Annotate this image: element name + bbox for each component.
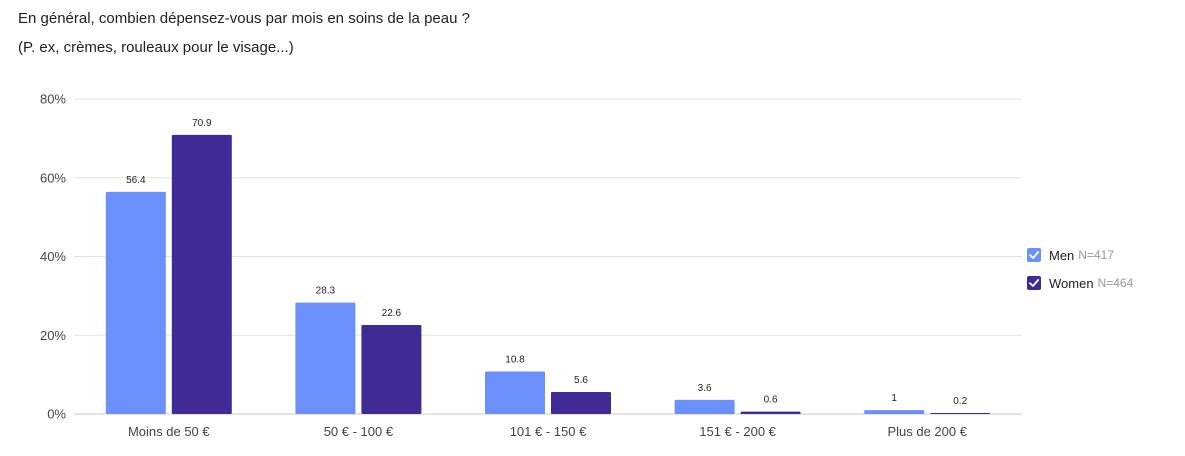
legend-count: N=417 [1078,248,1114,262]
y-tick-label: 40% [40,249,66,264]
x-tick-label: 101 € - 150 € [510,424,587,439]
x-tick-label: Moins de 50 € [128,424,210,439]
chart-title: En général, combien dépensez-vous par mo… [18,10,470,27]
chart-subtitle: (P. ex, crèmes, rouleaux pour le visage.… [18,39,294,56]
bar [485,371,545,414]
check-icon[interactable] [1027,276,1041,290]
bar [295,302,356,414]
bar [930,413,991,414]
legend-count: N=464 [1097,276,1134,290]
x-tick-label: Plus de 200 € [887,424,967,439]
y-tick-label: 80% [40,92,66,107]
bar-value-label: 0.2 [953,396,967,407]
legend: Men N=417 Women N=464 [1027,246,1133,302]
legend-label: Women [1049,275,1094,291]
bar-value-label: 5.6 [574,375,588,386]
bar-value-label: 0.6 [764,395,778,406]
bar [171,134,232,415]
bar-value-label: 1 [891,393,897,404]
check-icon[interactable] [1027,248,1041,262]
bar [551,391,611,414]
bar-value-label: 3.6 [698,383,712,394]
bar [864,410,925,414]
bar-value-label: 28.3 [316,286,336,297]
legend-label: Men [1049,247,1075,263]
bar [105,191,166,414]
bar [674,399,735,414]
bar-value-label: 10.8 [505,354,525,365]
y-tick-label: 0% [47,407,66,422]
bar [361,325,422,414]
y-tick-label: 60% [40,170,66,185]
y-tick-label: 20% [40,328,66,343]
legend-item-men[interactable]: Men N=417 [1027,246,1133,264]
x-tick-label: 151 € - 200 € [699,424,776,439]
bar [740,411,801,414]
x-tick-label: 50 € - 100 € [324,424,394,439]
bar-value-label: 22.6 [382,308,402,319]
bar-value-label: 56.4 [126,175,146,186]
bar-value-label: 70.9 [192,118,212,129]
legend-item-women[interactable]: Women N=464 [1027,274,1133,292]
